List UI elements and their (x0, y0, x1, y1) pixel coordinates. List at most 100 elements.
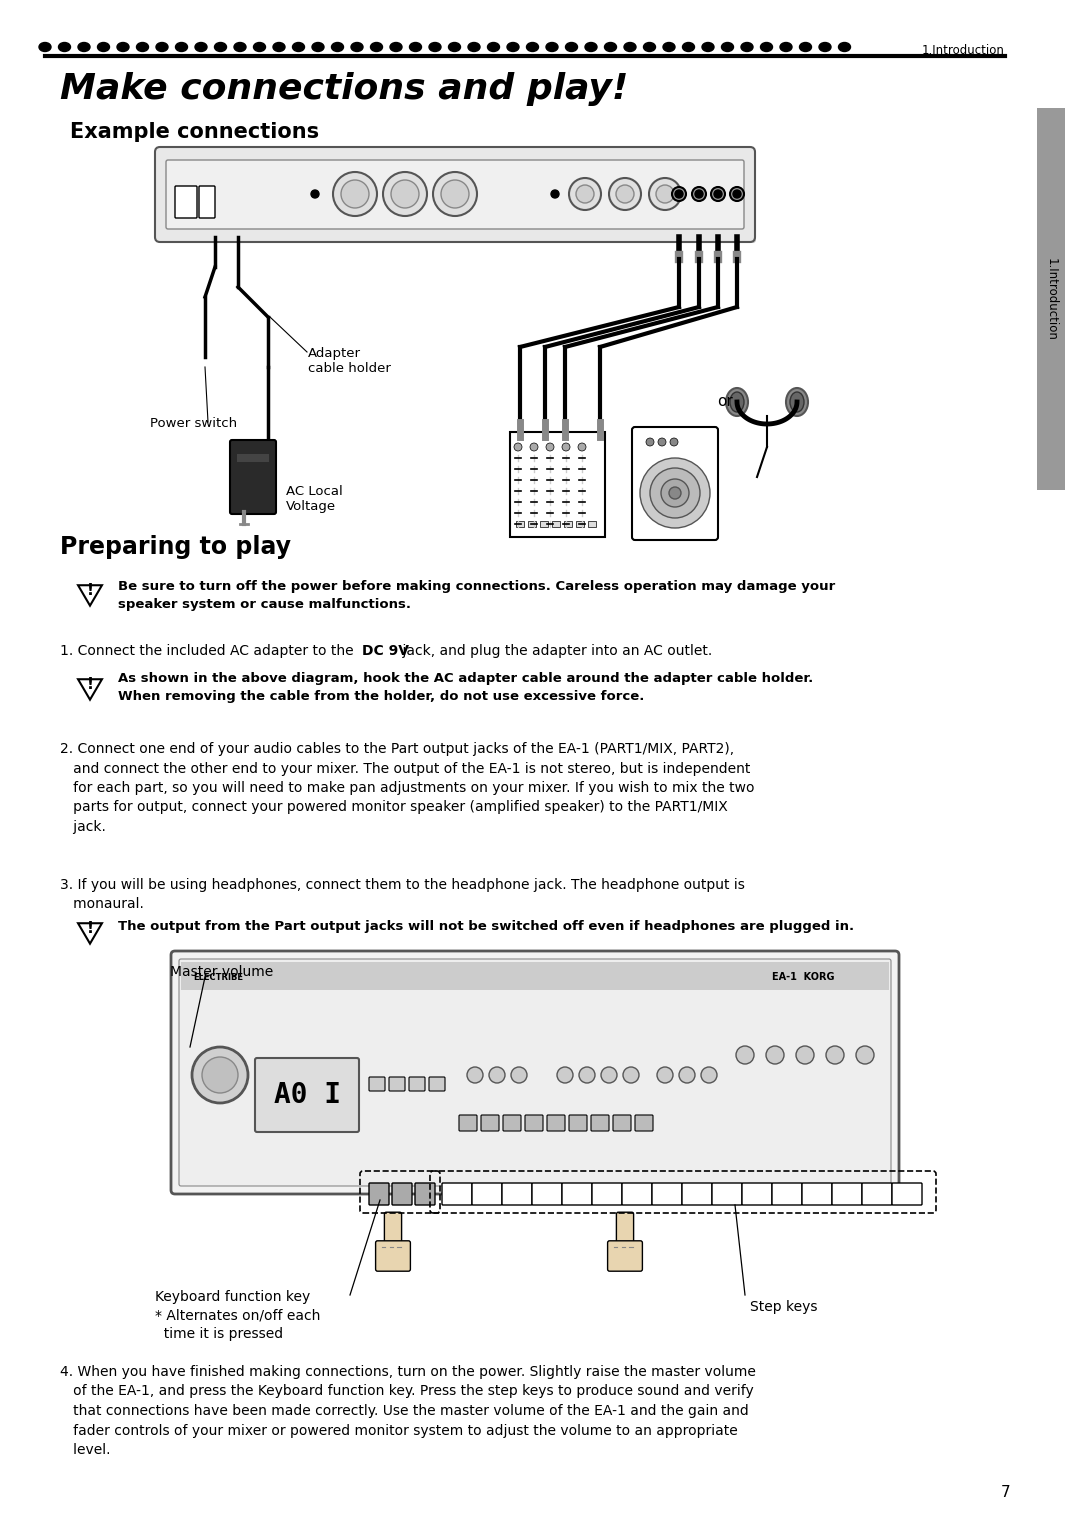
Text: EA-1  KORG: EA-1 KORG (772, 972, 835, 983)
Circle shape (714, 191, 723, 198)
Polygon shape (78, 679, 102, 699)
Bar (552, 520, 561, 526)
FancyBboxPatch shape (632, 427, 718, 540)
Ellipse shape (741, 43, 753, 52)
Circle shape (383, 172, 427, 217)
Bar (588, 520, 596, 526)
Text: 3. If you will be using headphones, connect them to the headphone jack. The head: 3. If you will be using headphones, conn… (60, 877, 745, 911)
Text: Adapter
cable holder: Adapter cable holder (308, 346, 391, 375)
Ellipse shape (97, 43, 109, 52)
Circle shape (649, 179, 681, 211)
FancyBboxPatch shape (502, 1183, 532, 1206)
Circle shape (546, 443, 554, 452)
Circle shape (530, 443, 538, 452)
Circle shape (669, 487, 681, 499)
FancyBboxPatch shape (171, 951, 899, 1193)
FancyBboxPatch shape (384, 1212, 402, 1247)
Ellipse shape (175, 43, 188, 52)
Circle shape (796, 1045, 814, 1064)
Ellipse shape (487, 43, 499, 52)
Ellipse shape (644, 43, 656, 52)
Circle shape (735, 1045, 754, 1064)
FancyBboxPatch shape (652, 1183, 681, 1206)
FancyBboxPatch shape (525, 1116, 543, 1131)
Circle shape (730, 188, 744, 201)
Circle shape (670, 438, 678, 446)
Ellipse shape (468, 43, 480, 52)
Text: 2. Connect one end of your audio cables to the Part output jacks of the EA-1 (PA: 2. Connect one end of your audio cables … (60, 742, 755, 835)
Text: Keyboard function key
* Alternates on/off each
  time it is pressed: Keyboard function key * Alternates on/of… (156, 1289, 321, 1341)
FancyBboxPatch shape (635, 1116, 653, 1131)
Bar (237, 455, 269, 462)
Circle shape (696, 191, 703, 198)
Polygon shape (78, 586, 102, 606)
Bar (181, 961, 889, 990)
Circle shape (561, 433, 569, 441)
FancyBboxPatch shape (622, 1183, 652, 1206)
Text: !: ! (86, 922, 94, 935)
FancyBboxPatch shape (802, 1183, 832, 1206)
FancyBboxPatch shape (199, 186, 215, 218)
Circle shape (711, 188, 725, 201)
Bar (564, 520, 572, 526)
Circle shape (766, 1045, 784, 1064)
FancyBboxPatch shape (376, 1241, 410, 1271)
Ellipse shape (58, 43, 70, 52)
Ellipse shape (390, 43, 402, 52)
Text: Be sure to turn off the power before making connections. Careless operation may : Be sure to turn off the power before mak… (118, 580, 835, 610)
Circle shape (333, 172, 377, 217)
Ellipse shape (370, 43, 382, 52)
Circle shape (692, 188, 706, 201)
Text: Master volume: Master volume (170, 964, 273, 980)
FancyBboxPatch shape (409, 1077, 426, 1091)
Ellipse shape (351, 43, 363, 52)
Text: Power switch: Power switch (150, 417, 238, 430)
Bar (510, 432, 605, 537)
Ellipse shape (546, 43, 558, 52)
FancyBboxPatch shape (160, 153, 756, 243)
Circle shape (562, 443, 570, 452)
Text: Example connections: Example connections (70, 122, 319, 142)
FancyBboxPatch shape (230, 439, 276, 514)
Ellipse shape (429, 43, 441, 52)
FancyBboxPatch shape (429, 1077, 445, 1091)
FancyBboxPatch shape (562, 1183, 592, 1206)
Text: Step keys: Step keys (750, 1300, 818, 1314)
FancyBboxPatch shape (255, 1058, 359, 1132)
FancyBboxPatch shape (166, 160, 744, 229)
Circle shape (856, 1045, 874, 1064)
Circle shape (578, 443, 586, 452)
Circle shape (656, 185, 674, 203)
Circle shape (516, 433, 524, 441)
Circle shape (511, 1067, 527, 1083)
Ellipse shape (39, 43, 51, 52)
Ellipse shape (624, 43, 636, 52)
Circle shape (557, 1067, 573, 1083)
Circle shape (551, 191, 559, 198)
FancyBboxPatch shape (613, 1116, 631, 1131)
FancyBboxPatch shape (569, 1116, 588, 1131)
FancyBboxPatch shape (442, 1183, 472, 1206)
Text: 4. When you have finished making connections, turn on the power. Slightly raise : 4. When you have finished making connect… (60, 1364, 756, 1457)
Ellipse shape (760, 43, 772, 52)
Ellipse shape (702, 43, 714, 52)
Ellipse shape (527, 43, 539, 52)
Ellipse shape (605, 43, 617, 52)
Text: As shown in the above diagram, hook the AC adapter cable around the adapter cabl: As shown in the above diagram, hook the … (118, 671, 813, 703)
Circle shape (541, 433, 549, 441)
FancyBboxPatch shape (608, 1241, 643, 1271)
FancyBboxPatch shape (415, 1183, 435, 1206)
Ellipse shape (293, 43, 305, 52)
FancyBboxPatch shape (392, 1183, 411, 1206)
Text: The output from the Part output jacks will not be switched off even if headphone: The output from the Part output jacks wi… (118, 920, 854, 932)
FancyBboxPatch shape (369, 1183, 389, 1206)
Ellipse shape (726, 388, 748, 417)
FancyBboxPatch shape (892, 1183, 922, 1206)
Text: !: ! (86, 678, 94, 693)
Circle shape (514, 443, 522, 452)
Text: ELECTRIBE: ELECTRIBE (193, 972, 243, 981)
Ellipse shape (721, 43, 733, 52)
Ellipse shape (156, 43, 168, 52)
Text: A0 I: A0 I (273, 1080, 340, 1109)
FancyBboxPatch shape (156, 146, 755, 243)
